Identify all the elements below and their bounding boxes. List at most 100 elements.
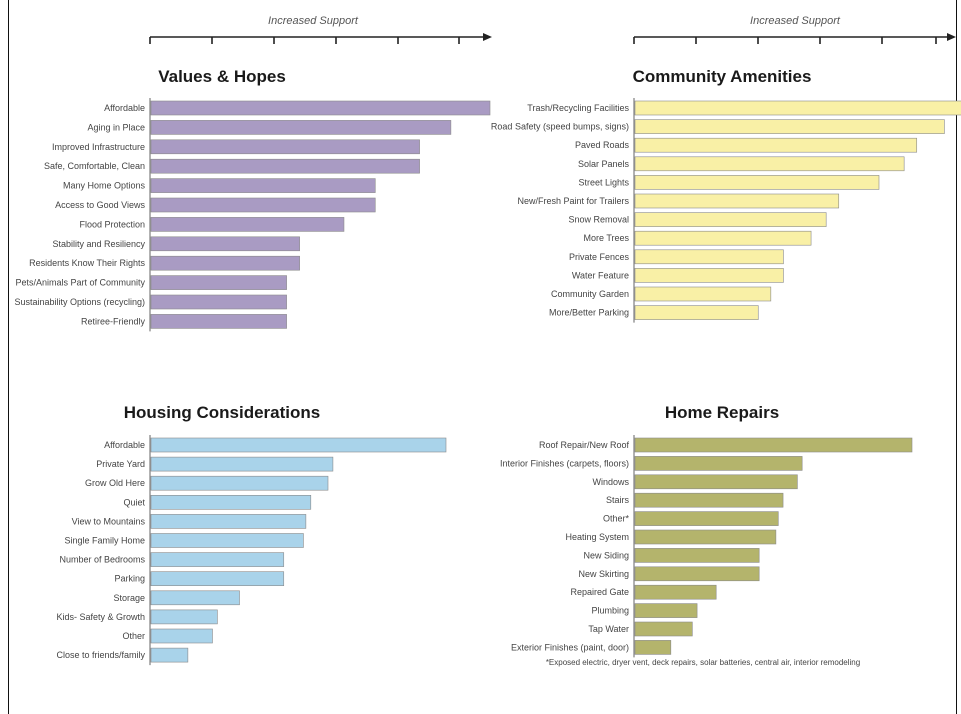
- values-hopes-category-label: Residents Know Their Rights: [29, 258, 145, 268]
- values-hopes-bar: [150, 139, 420, 155]
- home-repairs-bar: [634, 474, 798, 490]
- home-repairs-bar: [634, 640, 672, 655]
- home-repairs-category-label: Roof Repair/New Roof: [539, 440, 630, 450]
- community-amenities-axis-arrowhead: [947, 33, 956, 41]
- community-amenities-bar: [634, 249, 784, 265]
- community-amenities-title: Community Amenities: [633, 67, 812, 86]
- home-repairs-bar: [634, 511, 779, 526]
- values-hopes-category-label: Affordable: [104, 103, 145, 113]
- home-repairs-bar: [634, 584, 717, 600]
- values-hopes-category-label: Many Home Options: [63, 181, 146, 191]
- housing-considerations-category-label: Close to friends/family: [56, 650, 145, 660]
- home-repairs-category-label: Heating System: [565, 532, 629, 542]
- home-repairs-category-label: Windows: [592, 477, 629, 487]
- community-amenities-category-label: More Trees: [583, 233, 629, 243]
- community-amenities-bar: [634, 212, 827, 227]
- community-amenities-category-label: More/Better Parking: [549, 308, 629, 318]
- values-hopes-category-label: Flood Protection: [79, 219, 145, 229]
- home-repairs-category-label: New Skirting: [578, 569, 629, 579]
- community-amenities-category-label: Paved Roads: [575, 140, 630, 150]
- values-hopes-bar: [150, 255, 300, 271]
- home-repairs-category-label: Repaired Gate: [570, 587, 629, 597]
- housing-considerations-category-label: Private Yard: [96, 459, 145, 469]
- housing-considerations-bar: [150, 514, 307, 529]
- housing-considerations-category-label: View to Mountains: [72, 516, 146, 526]
- community-amenities-category-label: Snow Removal: [568, 215, 629, 225]
- housing-considerations-category-label: Number of Bedrooms: [59, 555, 145, 565]
- values-hopes-bar: [150, 100, 491, 116]
- values-hopes-category-label: Pets/Animals Part of Community: [15, 278, 145, 288]
- housing-considerations-bar: [150, 494, 312, 510]
- values-hopes-category-label: Access to Good Views: [55, 200, 145, 210]
- home-repairs-bar: [634, 492, 784, 508]
- community-amenities-bar: [634, 286, 772, 302]
- home-repairs-bar: [634, 456, 803, 471]
- housing-considerations-category-label: Other: [122, 631, 145, 641]
- home-repairs-category-label: Stairs: [606, 495, 630, 505]
- housing-considerations-bar: [150, 571, 285, 587]
- housing-considerations-bar: [150, 628, 213, 644]
- housing-considerations-bar: [150, 437, 447, 453]
- home-repairs-footnote: *Exposed electric, dryer vent, deck repa…: [546, 658, 860, 667]
- values-hopes-bar: [150, 294, 287, 310]
- values-hopes-bar: [150, 120, 452, 135]
- home-repairs-bar: [634, 566, 760, 582]
- home-repairs-bar: [634, 548, 760, 563]
- community-amenities-bar: [634, 137, 918, 153]
- community-amenities-category-label: Water Feature: [572, 270, 629, 280]
- values-hopes-bar: [150, 217, 345, 232]
- frame-left-border: [8, 0, 9, 714]
- home-repairs-category-label: Plumbing: [591, 606, 629, 616]
- home-repairs-category-label: Tap Water: [588, 624, 629, 634]
- values-hopes-category-label: Stability and Resiliency: [52, 239, 145, 249]
- housing-considerations-category-label: Storage: [113, 593, 145, 603]
- community-amenities-bar: [634, 119, 945, 134]
- housing-considerations-title: Housing Considerations: [124, 403, 320, 422]
- values-hopes-axis-label: Increased Support: [268, 15, 359, 27]
- housing-considerations-category-label: Single Family Home: [64, 536, 145, 546]
- home-repairs-bar: [634, 529, 777, 545]
- community-amenities-category-label: Private Fences: [569, 252, 630, 262]
- community-amenities-category-label: Road Safety (speed bumps, signs): [491, 122, 629, 132]
- community-amenities-bar: [634, 156, 905, 172]
- community-amenities-category-label: New/Fresh Paint for Trailers: [517, 196, 629, 206]
- community-amenities-bar: [634, 175, 880, 190]
- values-hopes-category-label: Aging in Place: [87, 122, 145, 132]
- values-hopes-bar: [150, 178, 376, 193]
- housing-considerations-category-label: Parking: [114, 574, 145, 584]
- home-repairs-category-label: New Siding: [583, 550, 629, 560]
- home-repairs-bar: [634, 603, 698, 618]
- housing-considerations-bar: [150, 475, 329, 491]
- values-hopes-bar: [150, 197, 376, 213]
- community-amenities-category-label: Street Lights: [578, 177, 629, 187]
- values-hopes-bar: [150, 314, 287, 329]
- community-amenities-bar: [634, 305, 759, 320]
- housing-considerations-bar: [150, 456, 334, 472]
- community-amenities-category-label: Trash/Recycling Facilities: [527, 103, 629, 113]
- community-amenities-category-label: Community Garden: [551, 289, 629, 299]
- housing-considerations-bar: [150, 552, 285, 567]
- values-hopes-category-label: Sustainability Options (recycling): [14, 297, 145, 307]
- values-hopes-bar: [150, 158, 420, 174]
- housing-considerations-category-label: Kids- Safety & Growth: [56, 612, 145, 622]
- community-amenities-category-label: Solar Panels: [578, 159, 630, 169]
- home-repairs-category-label: Exterior Finishes (paint, door): [511, 642, 629, 652]
- housing-considerations-category-label: Quiet: [123, 497, 145, 507]
- home-repairs-bar: [634, 621, 693, 637]
- frame-right-border: [956, 0, 957, 714]
- community-amenities-bar: [634, 268, 784, 283]
- values-hopes-category-label: Improved Infrastructure: [52, 142, 145, 152]
- housing-considerations-bar: [150, 647, 189, 663]
- housing-considerations-bar: [150, 609, 218, 625]
- values-hopes-category-label: Safe, Comfortable, Clean: [44, 161, 145, 171]
- home-repairs-title: Home Repairs: [665, 403, 779, 422]
- housing-considerations-bar: [150, 533, 304, 548]
- home-repairs-category-label: Interior Finishes (carpets, floors): [500, 458, 629, 468]
- housing-considerations-bar: [150, 590, 240, 606]
- values-hopes-axis-arrowhead: [483, 33, 492, 41]
- values-hopes-bar: [150, 236, 300, 252]
- community-amenities-bar: [634, 100, 961, 116]
- housing-considerations-category-label: Grow Old Here: [85, 478, 145, 488]
- values-hopes-category-label: Retiree-Friendly: [81, 316, 146, 326]
